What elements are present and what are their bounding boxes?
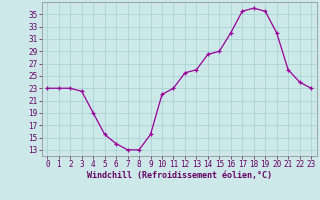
X-axis label: Windchill (Refroidissement éolien,°C): Windchill (Refroidissement éolien,°C) [87, 171, 272, 180]
